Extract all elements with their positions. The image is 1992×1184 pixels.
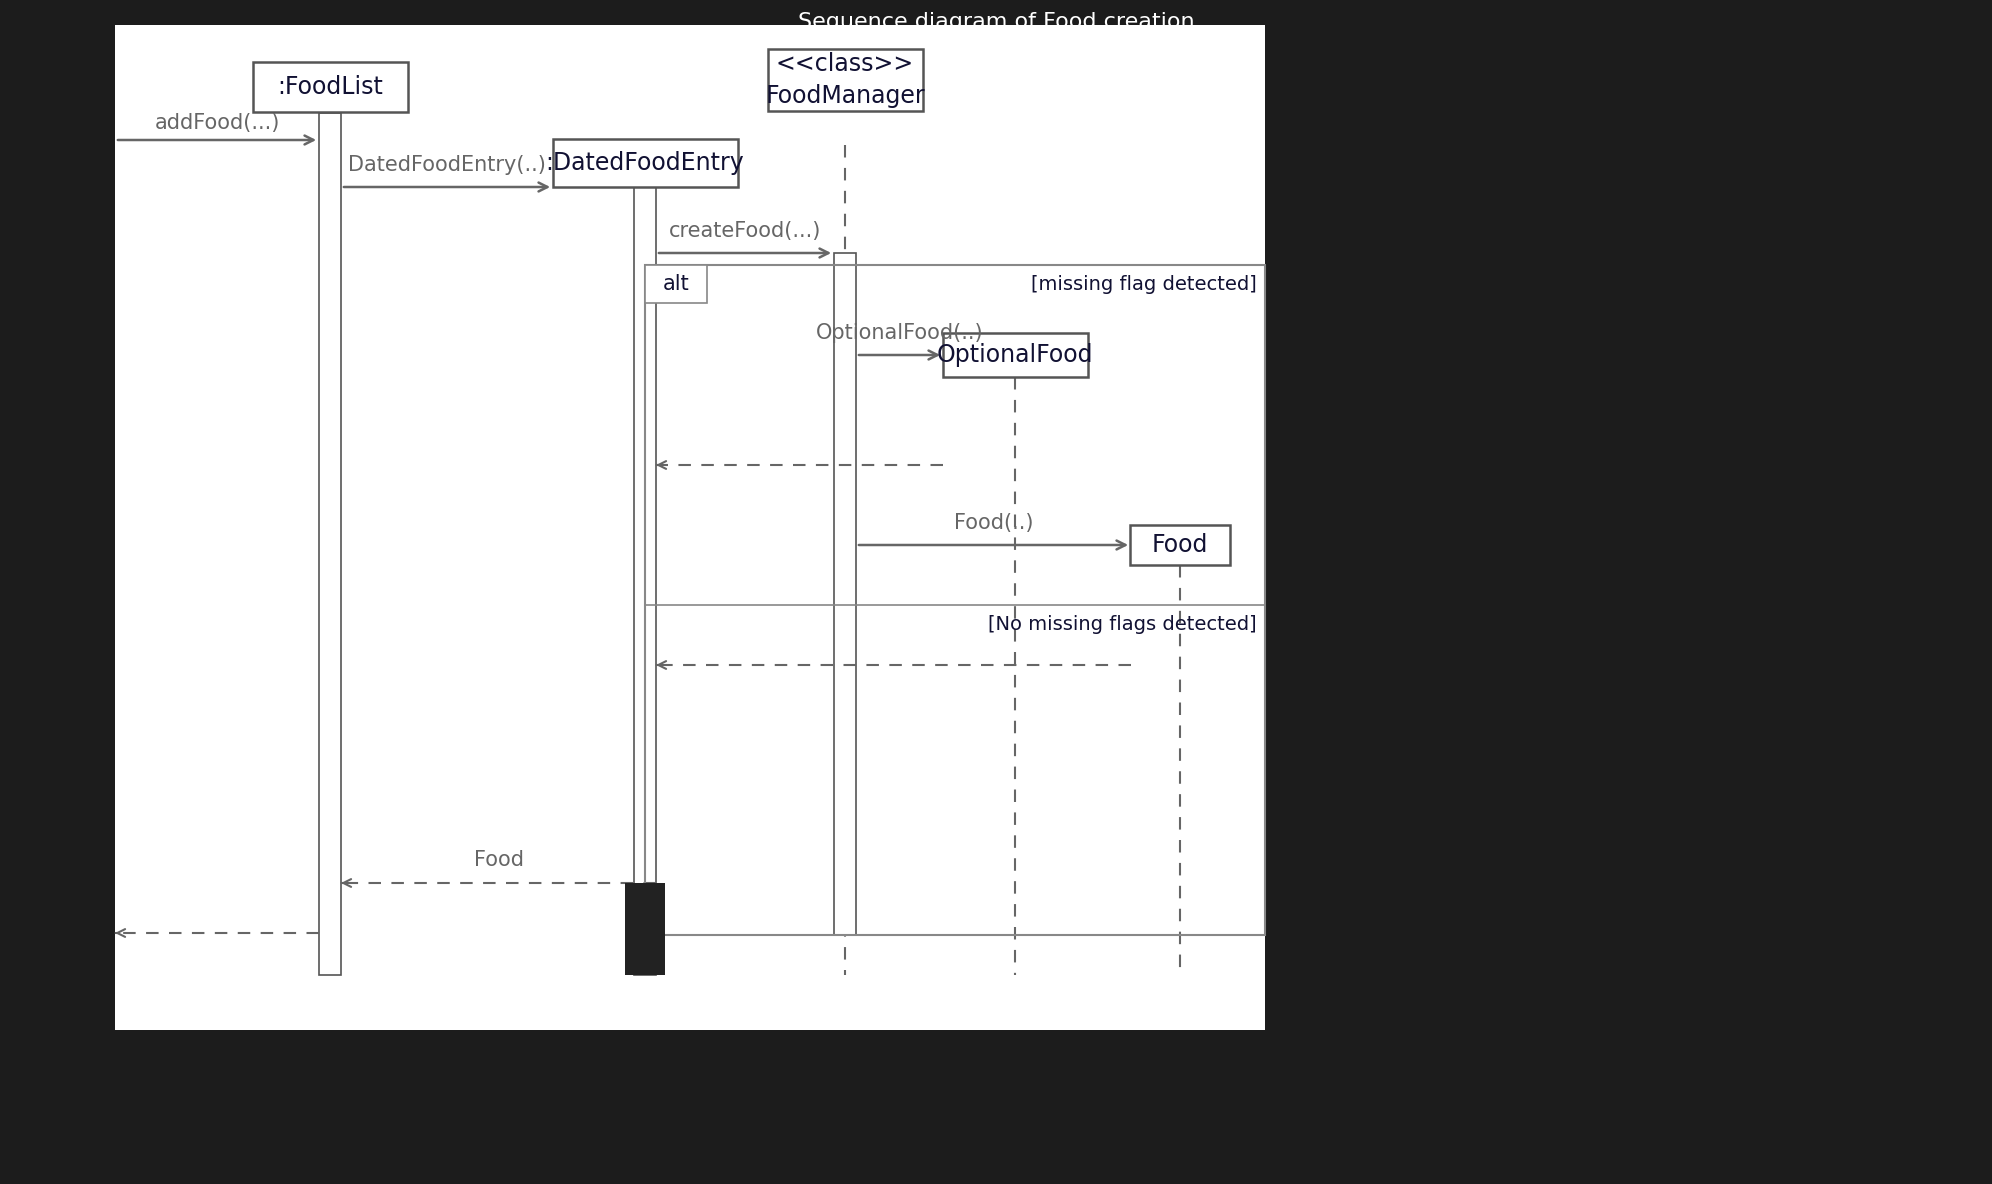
Text: createFood(...): createFood(...) xyxy=(669,221,821,242)
FancyBboxPatch shape xyxy=(552,139,737,187)
Bar xyxy=(625,883,665,974)
FancyBboxPatch shape xyxy=(1129,525,1229,565)
Text: addFood(...): addFood(...) xyxy=(153,112,279,133)
Text: Food: Food xyxy=(1151,533,1209,556)
Bar xyxy=(835,253,857,935)
FancyBboxPatch shape xyxy=(253,62,408,112)
Text: <<class>>
FoodManager: <<class>> FoodManager xyxy=(765,52,924,108)
Text: DatedFoodEntry(..): DatedFoodEntry(..) xyxy=(349,155,546,175)
Text: Sequence diagram of Food creation: Sequence diagram of Food creation xyxy=(797,12,1195,32)
Text: [missing flag detected]: [missing flag detected] xyxy=(1032,276,1257,295)
Bar xyxy=(645,265,1265,935)
Bar xyxy=(319,112,341,974)
Bar xyxy=(645,265,707,303)
Bar xyxy=(116,25,1265,1030)
Text: [No missing flags detected]: [No missing flags detected] xyxy=(988,616,1257,635)
Text: Food: Food xyxy=(474,850,524,870)
Text: alt: alt xyxy=(663,274,689,294)
Text: :FoodList: :FoodList xyxy=(277,75,382,99)
Text: OptionalFood: OptionalFood xyxy=(936,343,1094,367)
FancyBboxPatch shape xyxy=(942,333,1088,377)
FancyBboxPatch shape xyxy=(767,49,922,111)
Text: Food(..): Food(..) xyxy=(954,513,1034,533)
Bar xyxy=(633,187,655,974)
Text: OptionalFood(..): OptionalFood(..) xyxy=(815,323,984,343)
Text: :DatedFoodEntry: :DatedFoodEntry xyxy=(546,152,745,175)
